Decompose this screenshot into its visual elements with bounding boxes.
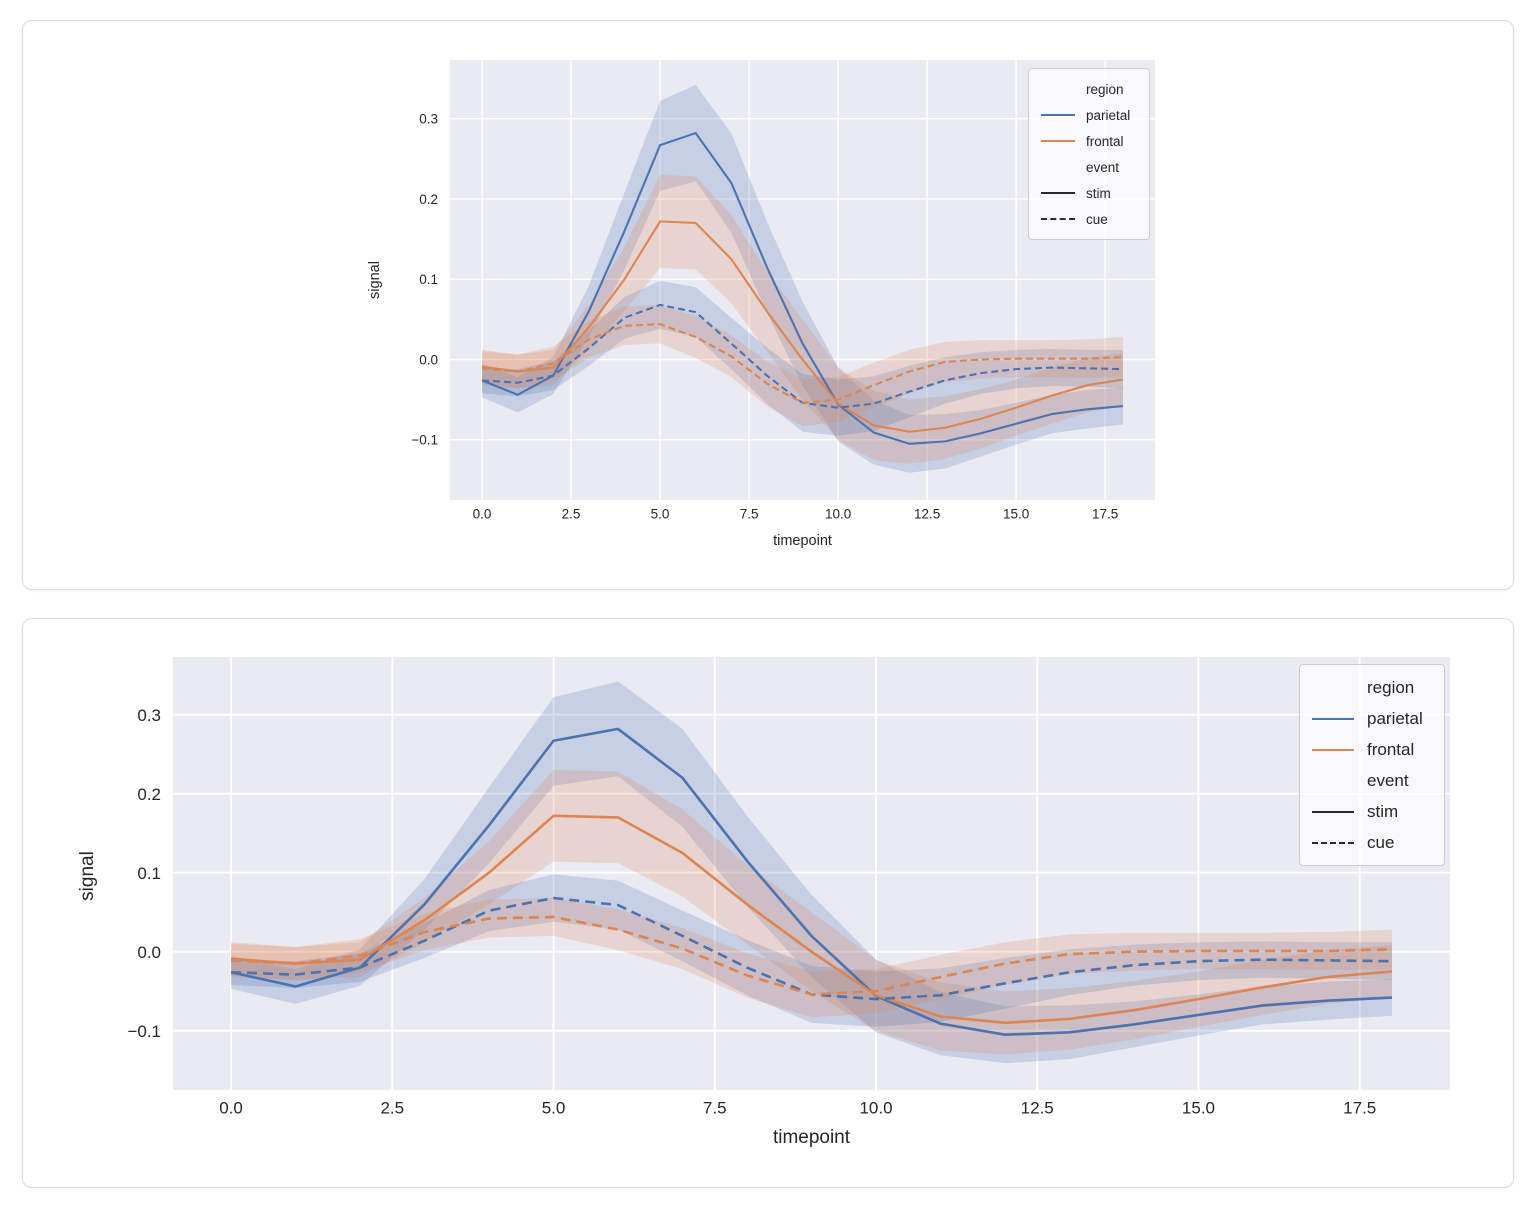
y-tick-label: −0.1 bbox=[411, 433, 438, 448]
y-tick-label: −0.1 bbox=[127, 1022, 161, 1041]
line-parietal-stim bbox=[230, 727, 1393, 1036]
legend-label: frontal bbox=[1086, 133, 1124, 149]
line-frontal-stim bbox=[230, 814, 1393, 1025]
x-tick-label: 15.0 bbox=[1003, 507, 1029, 522]
figure-card-bottom: 0.0 2.5 5.0 7.5 10.0 12.5 15.0 17.5 −0.1 0.0 0.1 0.… bbox=[22, 618, 1514, 1188]
figure-card-top: 0.0 2.5 5.0 7.5 10.0 12.5 15.0 17.5 −0.1 0.0 0.1 0.… bbox=[22, 20, 1514, 590]
band-parietal-cue bbox=[231, 874, 1392, 1027]
legend-title-event: event bbox=[1308, 765, 1434, 796]
legend-swatch-frontal bbox=[1312, 748, 1354, 751]
line-frontal-cue bbox=[230, 915, 1392, 996]
legend-label: stim bbox=[1086, 185, 1111, 201]
x-tick-label: 7.5 bbox=[703, 1098, 727, 1117]
legend-title-event: event bbox=[1037, 154, 1139, 180]
line-parietal-stim bbox=[481, 132, 1124, 445]
legend-label: parietal bbox=[1367, 708, 1423, 728]
legend-item-stim: stim bbox=[1308, 796, 1434, 827]
y-tick-label: 0.1 bbox=[419, 272, 438, 287]
legend-swatch-parietal bbox=[1312, 717, 1354, 720]
top-chart-canvas: 0.0 2.5 5.0 7.5 10.0 12.5 15.0 17.5 −0.1 0.0 0.1 0.… bbox=[411, 60, 1155, 522]
x-tick-label: 17.5 bbox=[1092, 507, 1118, 522]
y-axis-label: signal bbox=[77, 851, 98, 901]
legend-swatch-stim bbox=[1041, 192, 1075, 194]
y-tick-label: 0.1 bbox=[137, 864, 161, 883]
legend-label: frontal bbox=[1367, 739, 1415, 759]
legend-label: parietal bbox=[1086, 107, 1131, 123]
legend-swatch-frontal bbox=[1041, 140, 1075, 142]
y-tick-label: 0.3 bbox=[419, 111, 438, 126]
legend-swatch-parietal bbox=[1041, 114, 1075, 116]
y-tick-label: 0.2 bbox=[419, 192, 438, 207]
line-frontal-stim bbox=[481, 220, 1124, 433]
legend-item-frontal: frontal bbox=[1308, 734, 1434, 765]
legend-item-stim: stim bbox=[1037, 180, 1139, 206]
legend-item-cue: cue bbox=[1308, 827, 1434, 858]
x-tick-label: 15.0 bbox=[1182, 1098, 1215, 1117]
x-tick-label: 5.0 bbox=[542, 1098, 566, 1117]
legend-label: stim bbox=[1367, 801, 1399, 821]
legend-title-region: region bbox=[1308, 672, 1434, 703]
x-tick-label: 10.0 bbox=[859, 1098, 892, 1117]
band-frontal-stim bbox=[231, 769, 1392, 1055]
y-axis-label: signal bbox=[367, 261, 383, 299]
legend-item-parietal: parietal bbox=[1037, 102, 1139, 128]
band-parietal-stim bbox=[231, 681, 1392, 1064]
legend-label: cue bbox=[1367, 832, 1395, 852]
legend-label: cue bbox=[1086, 211, 1108, 227]
line-frontal-cue bbox=[481, 323, 1124, 404]
x-tick-label: 7.5 bbox=[740, 507, 759, 522]
band-parietal-cue bbox=[482, 280, 1123, 436]
y-tick-label: 0.0 bbox=[419, 352, 438, 367]
x-tick-label: 12.5 bbox=[1021, 1098, 1054, 1117]
x-tick-label: 10.0 bbox=[825, 507, 851, 522]
legend-title-region: region bbox=[1037, 76, 1139, 102]
y-tick-label: 0.0 bbox=[137, 943, 161, 962]
x-tick-label: 2.5 bbox=[380, 1098, 404, 1117]
x-tick-label: 2.5 bbox=[562, 507, 581, 522]
legend-item-cue: cue bbox=[1037, 206, 1139, 232]
chart-legend: region parietal frontal event stim cue bbox=[1299, 664, 1445, 866]
y-tick-label: 0.3 bbox=[137, 706, 161, 725]
legend-swatch-cue bbox=[1312, 841, 1354, 844]
legend-label: event bbox=[1086, 159, 1120, 175]
x-tick-label: 12.5 bbox=[914, 507, 940, 522]
x-tick-label: 0.0 bbox=[473, 507, 492, 522]
legend-label: event bbox=[1367, 770, 1409, 790]
x-tick-label: 17.5 bbox=[1343, 1098, 1376, 1117]
y-tick-label: 0.2 bbox=[137, 785, 161, 804]
legend-item-parietal: parietal bbox=[1308, 703, 1434, 734]
band-frontal-cue bbox=[482, 304, 1123, 427]
bottom-chart-canvas: 0.0 2.5 5.0 7.5 10.0 12.5 15.0 17.5 −0.1 0.0 0.1 0.… bbox=[127, 657, 1450, 1117]
legend-item-frontal: frontal bbox=[1037, 128, 1139, 154]
x-tick-label: 0.0 bbox=[219, 1098, 243, 1117]
band-frontal-cue bbox=[231, 897, 1392, 1018]
x-axis-label: timepoint bbox=[773, 533, 832, 549]
legend-swatch-cue bbox=[1041, 218, 1075, 220]
legend-swatch-stim bbox=[1312, 810, 1354, 813]
x-axis-label: timepoint bbox=[772, 1127, 851, 1148]
band-parietal-stim bbox=[482, 84, 1123, 473]
legend-label: region bbox=[1086, 81, 1124, 97]
band-frontal-stim bbox=[482, 174, 1123, 464]
chart-legend: region parietal frontal event stim cue bbox=[1028, 68, 1150, 240]
x-tick-label: 5.0 bbox=[651, 507, 670, 522]
legend-label: region bbox=[1367, 677, 1415, 697]
